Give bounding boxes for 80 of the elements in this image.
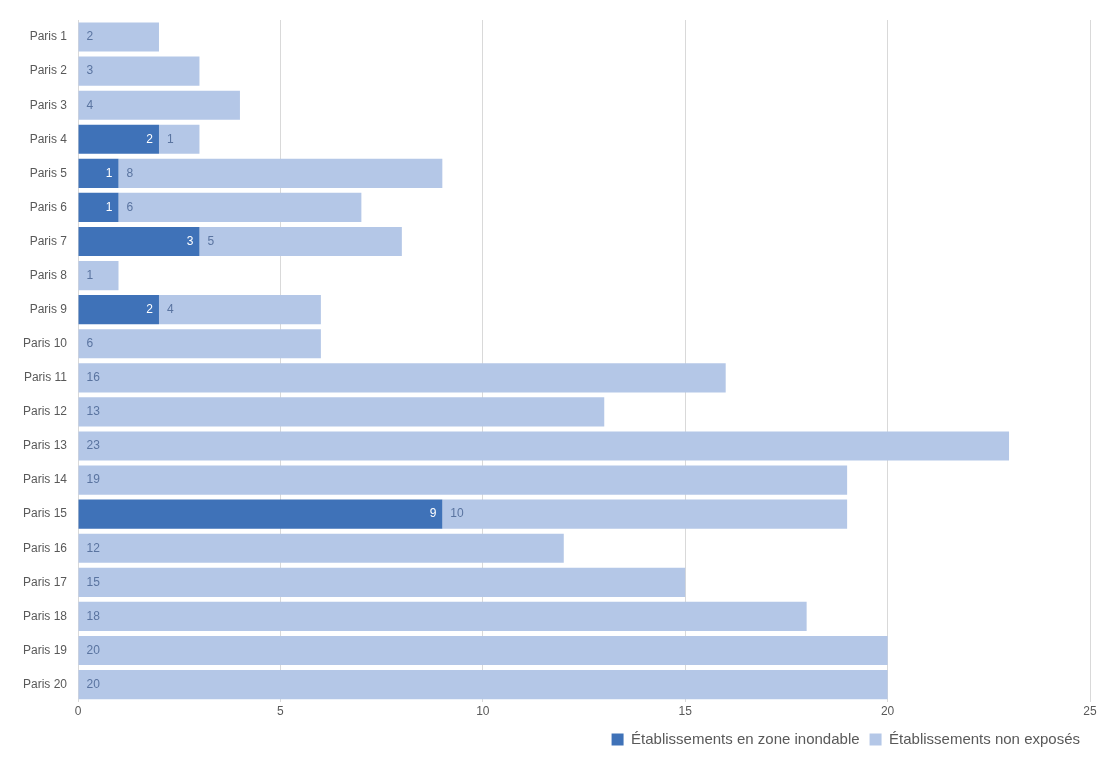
bar [199,226,402,257]
data-label: 4 [166,301,174,316]
data-label: 20 [86,676,101,691]
y-tick-label: Paris 3 [29,97,68,112]
data-label: 23 [86,438,101,453]
data-label: 19 [86,472,101,487]
y-tick-label: Paris 5 [29,165,68,180]
data-label: 3 [186,233,194,248]
bar [78,56,200,86]
y-tick-label: Paris 8 [29,267,68,282]
y-tick-label: Paris 9 [29,301,68,316]
bar [158,295,321,325]
y-tick-label: Paris 20 [22,676,68,691]
data-label: 20 [86,642,101,657]
data-label: 5 [207,233,215,248]
data-label: 6 [126,199,134,214]
bar [78,499,443,529]
y-tick-label: Paris 18 [22,608,68,623]
data-label: 2 [146,131,154,146]
y-tick-label: Paris 14 [22,472,68,487]
data-label: 16 [86,370,101,385]
x-tick-label: 0 [74,704,82,719]
y-tick-label: Paris 6 [29,199,68,214]
x-tick-label: 20 [880,704,895,719]
bar [78,363,726,393]
bar [78,158,119,188]
x-tick-label: 15 [678,704,693,719]
data-label: 9 [429,506,437,521]
bar [78,601,807,631]
bar [78,329,321,359]
data-label: 3 [86,63,94,78]
bar [78,567,686,597]
bar [442,499,848,529]
bar [78,465,848,495]
y-tick-label: Paris 4 [29,131,68,146]
data-label: 4 [86,97,94,112]
bar [78,635,888,666]
y-tick-label: Paris 15 [22,506,68,521]
data-label: 15 [86,574,101,589]
bar [78,226,200,257]
data-label: 2 [146,301,154,316]
bar [78,192,119,223]
bar [78,397,605,427]
bar [78,431,1010,461]
bar [78,90,240,120]
x-tick-label: 25 [1083,704,1097,719]
data-label: 8 [126,165,134,180]
data-label: 13 [86,404,101,419]
legend-label: Établissements en zone inondable [631,729,860,747]
y-tick-label: Paris 13 [22,438,68,453]
y-tick-label: Paris 16 [22,540,68,555]
bar [78,261,119,291]
bar [78,669,888,700]
data-label: 1 [105,199,113,214]
data-label: 1 [166,131,174,146]
y-tick-label: Paris 1 [29,29,68,44]
bar [118,192,362,223]
data-label: 6 [86,336,94,351]
bar [78,124,159,154]
bar [78,533,564,563]
y-tick-label: Paris 2 [29,63,68,78]
y-tick-label: Paris 7 [29,233,68,248]
data-label: 1 [86,267,94,282]
y-tick-label: Paris 17 [22,574,68,589]
x-tick-label: 5 [277,704,285,719]
bar [78,22,159,52]
data-label: 10 [450,506,465,521]
bar [158,124,200,154]
y-tick-label: Paris 10 [22,336,68,351]
y-tick-label: Paris 11 [23,370,68,385]
data-label: 12 [86,540,101,555]
data-label: 18 [86,608,101,623]
y-tick-label: Paris 12 [22,404,68,419]
data-label: 1 [105,165,113,180]
y-tick-label: Paris 19 [22,642,68,657]
bar [118,158,443,188]
x-tick-label: 10 [476,704,490,719]
legend-label: Établissements non exposés [889,729,1081,747]
data-label: 2 [86,29,94,44]
bar [78,295,159,325]
